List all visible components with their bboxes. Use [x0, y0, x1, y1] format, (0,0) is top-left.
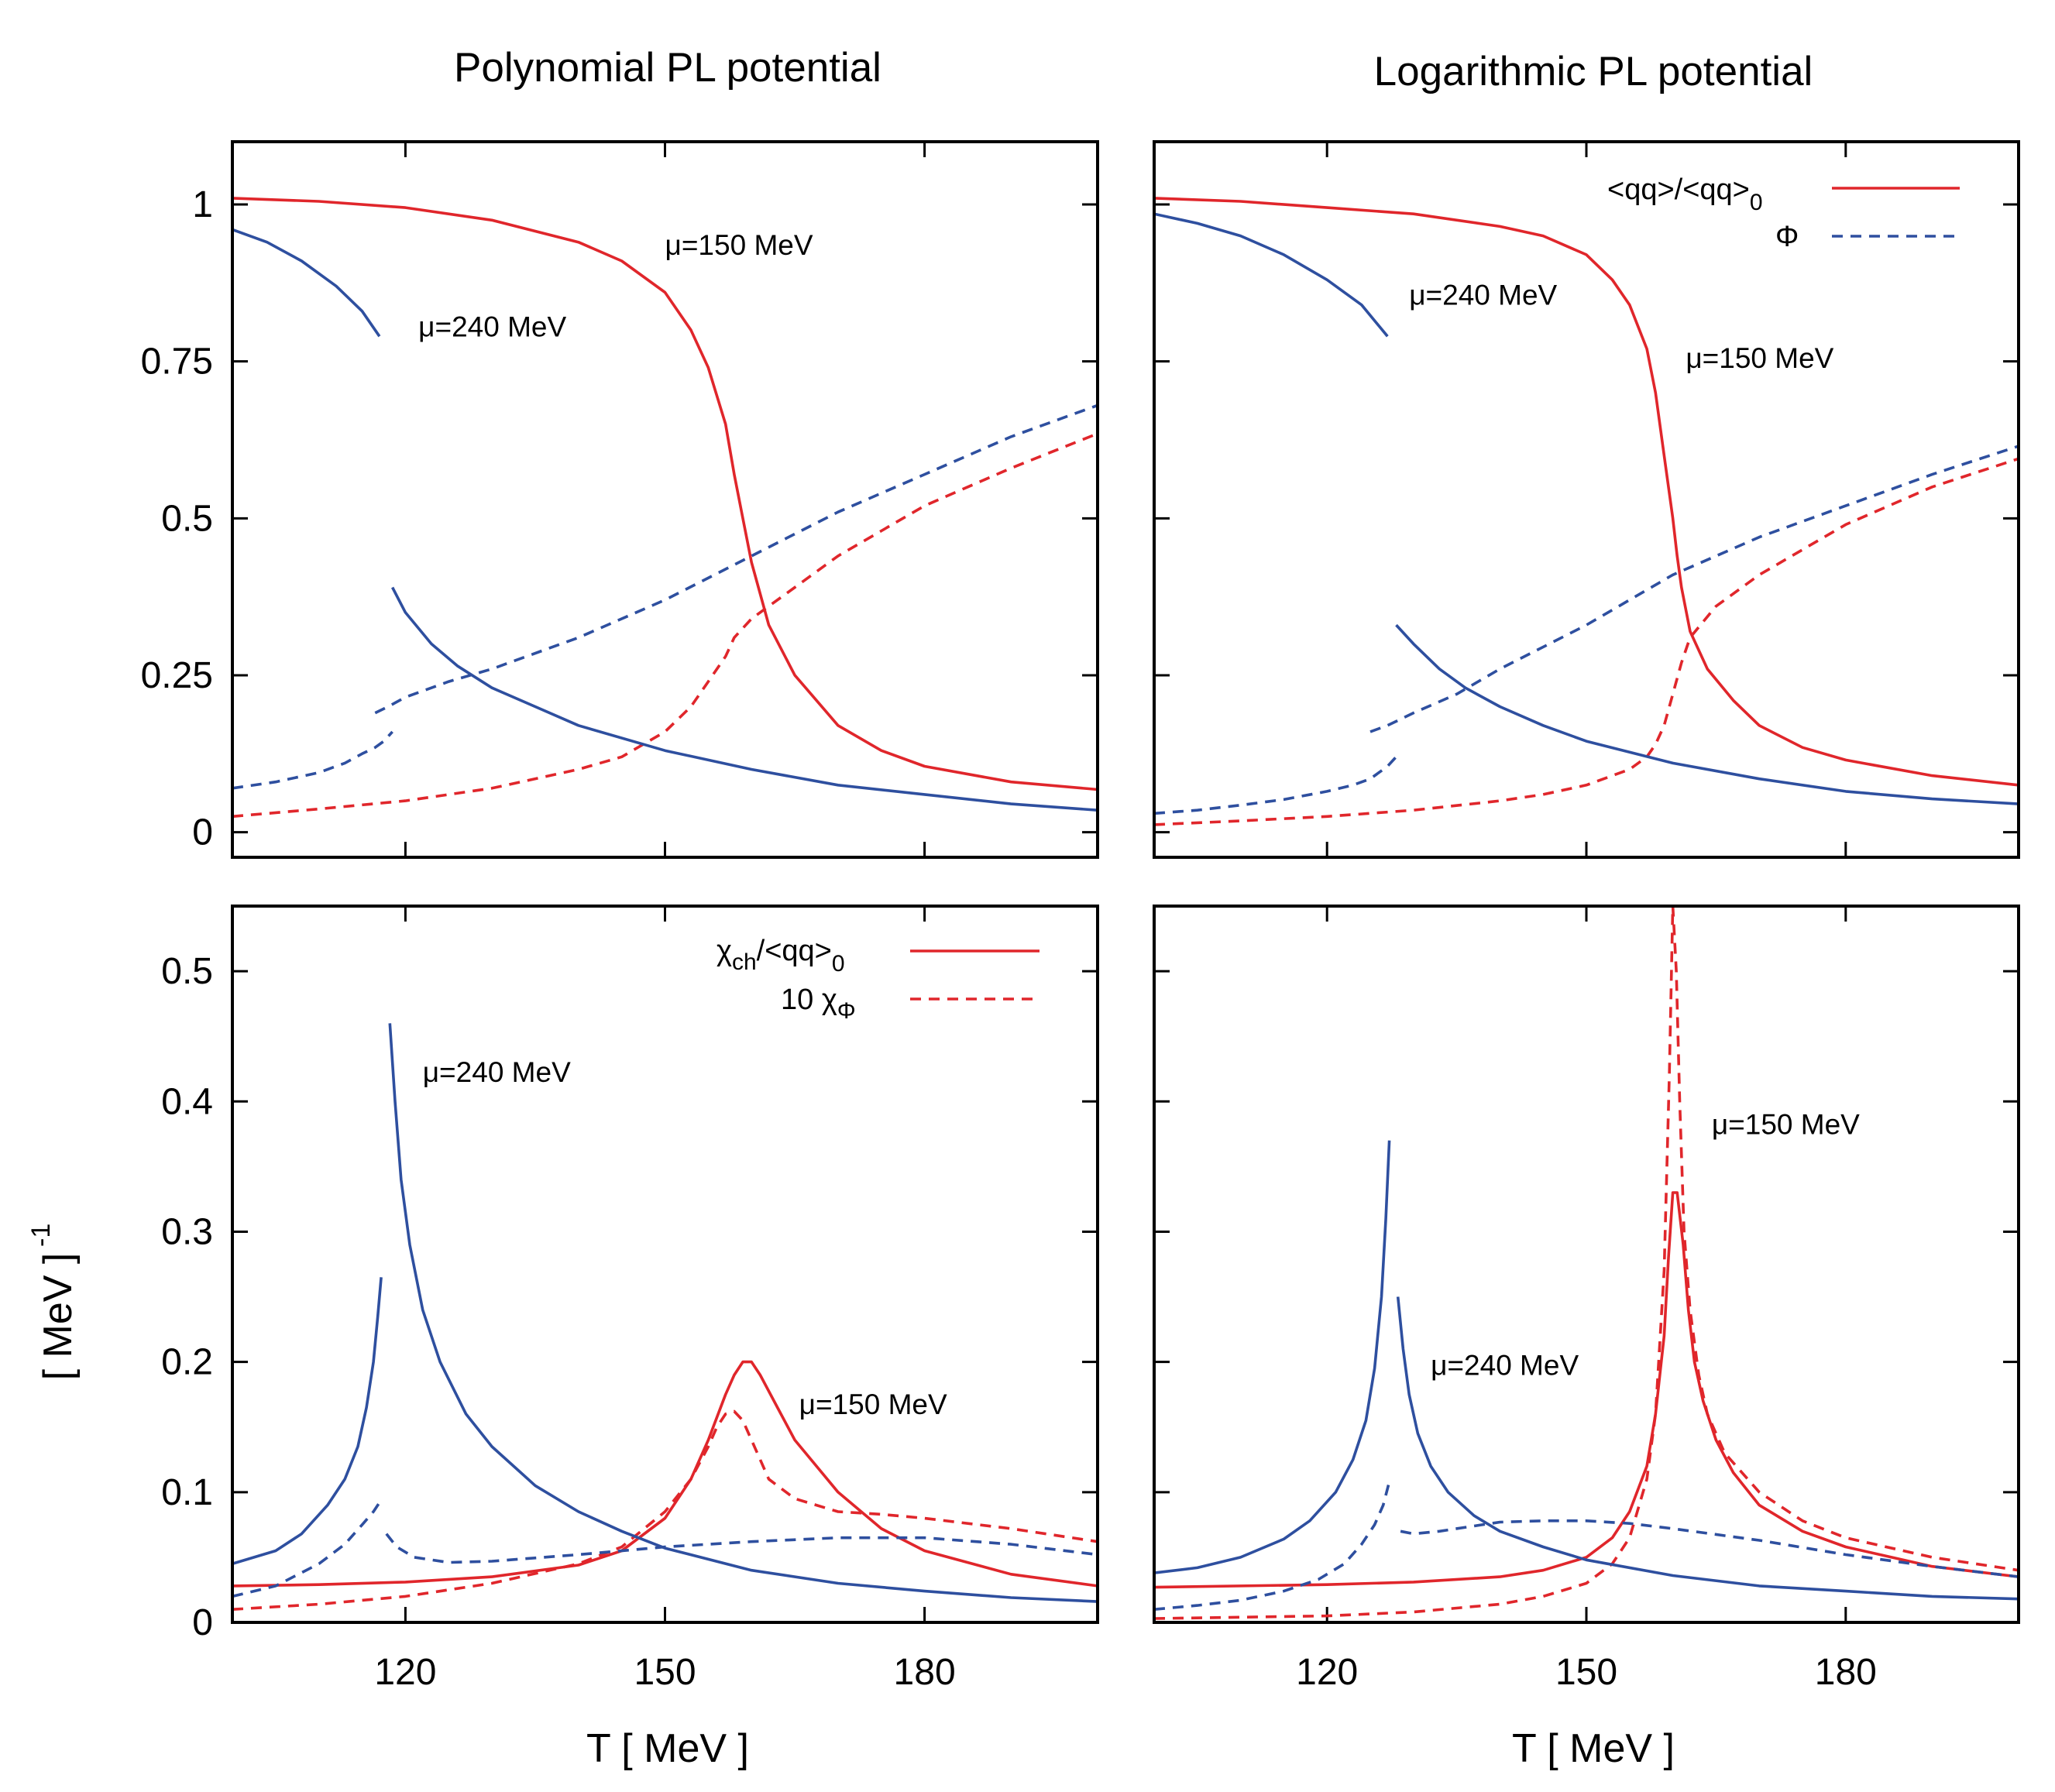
- mu-annotation: μ=240 MeV: [1431, 1349, 1579, 1381]
- series-line: [388, 1023, 1098, 1603]
- y-tick-label: 0.4: [161, 1081, 213, 1122]
- mu-annotation: μ=150 MeV: [1686, 342, 1833, 374]
- panel-top-right: μ=240 MeV μ=150 MeV: [1153, 140, 2020, 859]
- series-line: [1154, 1191, 2019, 1589]
- y-axis-label-text: [ MeV ]: [36, 1253, 81, 1381]
- y-tick-label: 0.1: [161, 1472, 213, 1513]
- y-tick-label: 0.2: [161, 1342, 213, 1383]
- legend-bottom-solid-rest: /<qq>: [757, 935, 832, 967]
- column-title-right: Logarithmic PL potential: [1374, 49, 1813, 94]
- series-line: [385, 1533, 1098, 1564]
- mu-annotation: μ=150 MeV: [799, 1389, 947, 1420]
- x-tick-label: 150: [634, 1652, 696, 1693]
- y-axis-label-bottom: [ MeV ] -1: [26, 1224, 81, 1381]
- plot-frame: [1153, 905, 2020, 1624]
- series-line: [232, 1498, 383, 1598]
- x-tick-label: 120: [374, 1652, 436, 1693]
- column-title-left: Polynomial PL potential: [454, 45, 881, 91]
- series-line: [1154, 1140, 1391, 1574]
- series-group: [232, 1023, 1098, 1611]
- series-line: [1400, 1519, 2019, 1578]
- legend-top-solid-sub: 0: [1750, 190, 1763, 215]
- x-axis-label-right: T [ MeV ]: [1512, 1726, 1675, 1771]
- series-line: [232, 730, 393, 790]
- y-axis-label-exponent: -1: [26, 1224, 56, 1247]
- y-tick-label: 1: [192, 184, 213, 225]
- series-line: [391, 586, 1098, 812]
- mu-annotation: μ=150 MeV: [665, 229, 813, 261]
- plot-frame: [231, 905, 1099, 1624]
- mu-annotation: μ=240 MeV: [423, 1056, 571, 1088]
- mu-annotation: μ=150 MeV: [1712, 1108, 1860, 1140]
- panel-bottom-right: 120 150 180 μ=240 MeV μ=150 MeV: [1153, 905, 2020, 1693]
- legend-top-solid-label: <qq>/<qq>0: [1607, 173, 1763, 215]
- series-line: [1395, 623, 2019, 805]
- series-line: [374, 403, 1098, 715]
- x-tick-label: 150: [1555, 1652, 1617, 1693]
- plot-frame: [1153, 140, 2020, 859]
- x-tick-label: 180: [1815, 1652, 1877, 1693]
- legend-top-solid-main: <qq>/<qq>: [1607, 173, 1750, 206]
- legend-bottom: χch/<qq>0 10 χΦ: [717, 935, 1040, 1024]
- series-line: [1154, 212, 1389, 338]
- legend-top-dashed-label: Φ: [1775, 221, 1799, 253]
- series-line: [232, 228, 381, 338]
- legend-bottom-solid-main: χ: [717, 935, 732, 967]
- mu-annotation: μ=240 MeV: [1409, 280, 1557, 311]
- series-line: [1154, 756, 1397, 815]
- y-tick-label: 0.75: [141, 342, 213, 383]
- series-line: [232, 1360, 1098, 1588]
- series-line: [1396, 1296, 2019, 1601]
- legend-bottom-solid-label: χch/<qq>0: [717, 935, 845, 977]
- series-line: [1154, 457, 2019, 826]
- y-tick-label: 0.3: [161, 1211, 213, 1252]
- legend-bottom-dashed-main: 10 χ: [781, 984, 837, 1016]
- legend-top: <qq>/<qq>0 Φ: [1607, 173, 1960, 253]
- legend-bottom-dashed-label: 10 χΦ: [781, 984, 856, 1024]
- mu-annotation: μ=240 MeV: [418, 311, 566, 342]
- series-group: [1154, 906, 2019, 1620]
- series-line: [232, 432, 1098, 819]
- y-tick-label: 0: [192, 1602, 213, 1643]
- series-line: [232, 1277, 383, 1566]
- series-group: [1154, 197, 2019, 826]
- y-tick-label: 0.5: [161, 498, 213, 539]
- legend-bottom-dashed-sub: Φ: [837, 998, 856, 1024]
- y-tick-label: 0.5: [161, 951, 213, 992]
- series-line: [1154, 197, 2019, 787]
- series-line: [1154, 1481, 1391, 1611]
- legend-bottom-solid-sub2: 0: [832, 951, 845, 977]
- y-tick-label: 0: [192, 812, 213, 853]
- panel-bottom-left: 0 0.1 0.2 0.3 0.4 0.5 120 150 180 μ=240 MeV μ=150 …: [161, 905, 1099, 1693]
- y-tick-label: 0.25: [141, 655, 213, 696]
- plot-frame: [231, 140, 1099, 859]
- series-line: [232, 1409, 1098, 1611]
- x-tick-label: 120: [1296, 1652, 1358, 1693]
- x-tick-label: 180: [894, 1652, 956, 1693]
- series-line: [1154, 906, 2019, 1620]
- panel-top-left: 0 0.25 0.5 0.75 1 μ=150 MeV μ=240 MeV: [141, 140, 1099, 859]
- series-line: [1369, 445, 2019, 733]
- series-line: [232, 197, 1098, 791]
- x-axis-label-left: T [ MeV ]: [586, 1726, 749, 1771]
- legend-bottom-solid-sub1: ch: [732, 949, 757, 975]
- series-group: [232, 197, 1098, 819]
